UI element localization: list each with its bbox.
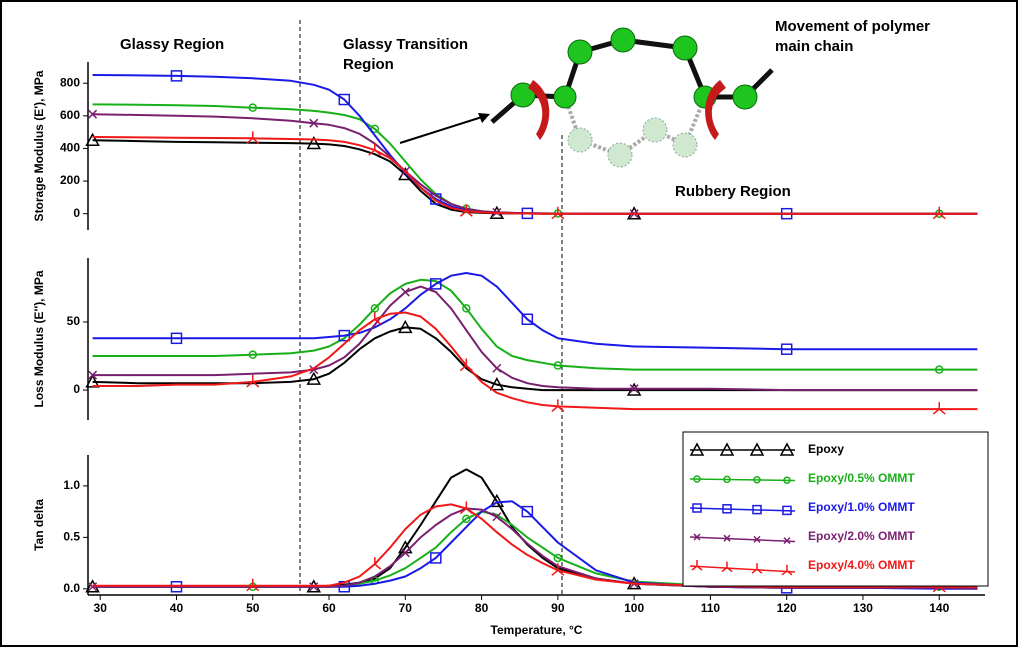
legend-label: Epoxy/1.0% OMMT [808,500,915,514]
x-tick-label: 70 [399,601,413,615]
x-axis-label: Temperature, °C [491,623,583,637]
x-tick-label: 50 [246,601,260,615]
x-tick-label: 90 [551,601,565,615]
legend-label: Epoxy [808,442,844,456]
y-tick-label: 0.5 [63,530,80,544]
x-tick-label: 40 [170,601,184,615]
y-tick-label: 400 [60,141,80,155]
legend-label: Epoxy/4.0% OMMT [808,558,915,572]
annotation: Movement of polymer [775,18,930,35]
y-tick-label: 200 [60,173,80,187]
y-axis-label: Storage Modulus (E'), MPa [32,70,46,221]
y-tick-label: 50 [67,314,81,328]
y-tick-label: 0.0 [63,581,80,595]
y-tick-label: 0 [73,206,80,220]
legend-label: Epoxy/0.5% OMMT [808,471,915,485]
annotation: Glassy Region [120,36,224,53]
annotation: main chain [775,38,853,55]
chart: 0200400600800Storage Modulus (E'), MPaGl… [0,0,1019,648]
x-tick-label: 100 [624,601,644,615]
legend-label: Epoxy/2.0% OMMT [808,529,915,543]
annotation: Rubbery Region [675,183,791,200]
y-tick-label: 800 [60,75,80,89]
x-tick-label: 110 [701,601,721,615]
y-axis-label: Tan delta [32,499,46,551]
y-tick-label: 600 [60,108,80,122]
annotation: Glassy Transition [343,36,468,53]
y-tick-label: 1.0 [63,478,80,492]
x-tick-label: 30 [94,601,108,615]
y-axis-label: Loss Modulus (E''), MPa [32,270,46,407]
annotation: Region [343,56,394,73]
x-tick-label: 80 [475,601,489,615]
y-tick-label: 0 [73,382,80,396]
x-tick-label: 60 [322,601,336,615]
x-tick-label: 120 [777,601,797,615]
x-tick-label: 130 [853,601,873,615]
x-tick-label: 140 [929,601,949,615]
